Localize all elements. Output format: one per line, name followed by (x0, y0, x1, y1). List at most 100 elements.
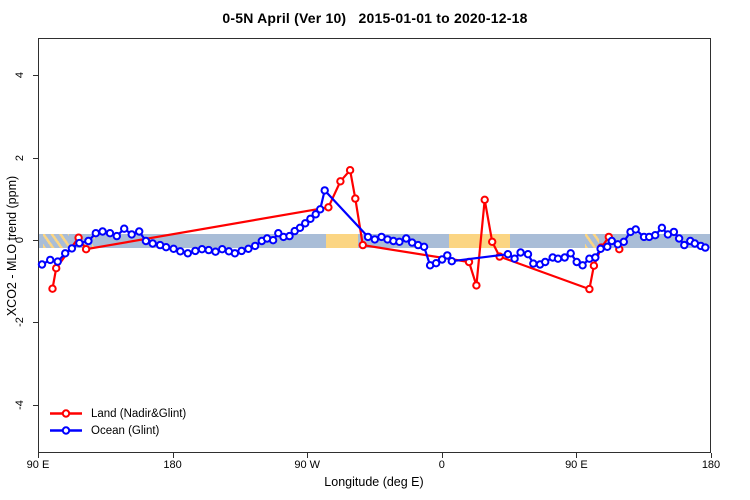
data-point-ocean (268, 236, 278, 245)
data-point-ocean (619, 237, 628, 247)
data-point-ocean (510, 254, 519, 263)
y-axis-title: XCO2 - MLO trend (ppm) (5, 175, 19, 317)
data-point-ocean (701, 243, 710, 252)
data-point-ocean (211, 247, 220, 256)
x-tick-label: 180 (163, 459, 182, 471)
data-point-ocean (46, 255, 55, 265)
data-point-ocean (244, 244, 253, 254)
data-series-layer (37, 166, 710, 294)
data-point-ocean (191, 246, 200, 256)
land-series-symbol-icon (49, 407, 83, 420)
band-hatched-segment (92, 234, 96, 248)
data-point-ocean (127, 230, 136, 239)
data-point-land (345, 166, 355, 175)
legend-item-land: Land (Nadir&Glint) (49, 405, 186, 422)
data-point-ocean (320, 186, 329, 195)
y-tick-mark (33, 322, 38, 324)
band-highlight-segment (326, 234, 359, 248)
y-tick-mark (33, 240, 38, 241)
y-tick-mark (33, 75, 38, 77)
data-point-ocean (197, 245, 207, 254)
data-point-land (488, 237, 497, 247)
data-point-land (472, 281, 481, 290)
x-tick-label: 90 E (26, 459, 50, 471)
data-point-ocean (218, 245, 227, 254)
data-point-land (52, 264, 61, 273)
data-point-land (480, 195, 489, 205)
y-tick-label: -2 (14, 317, 26, 328)
x-axis-title: Longitude (deg E) (324, 475, 424, 489)
data-point-ocean (53, 257, 62, 266)
data-point-ocean (523, 250, 533, 259)
data-point-ocean (250, 241, 260, 251)
x-tick-mark (576, 453, 578, 458)
data-point-ocean (437, 255, 447, 264)
data-point-ocean (566, 249, 575, 258)
data-point-ocean (37, 260, 47, 269)
data-point-ocean (204, 245, 213, 255)
data-point-ocean (135, 227, 144, 236)
band-hatched-segment (584, 234, 600, 248)
data-point-land (585, 284, 594, 294)
data-point-ocean (657, 223, 667, 233)
plot-area: Land (Nadir&Glint) Ocean (Glint) (37, 38, 711, 453)
data-point-ocean (306, 214, 315, 224)
data-point-ocean (84, 236, 93, 246)
data-point-ocean (295, 223, 305, 233)
data-point-land (358, 240, 367, 250)
y-tick-mark (33, 404, 38, 406)
x-tick-mark (307, 453, 309, 458)
data-point-ocean (572, 257, 581, 267)
data-point-land (336, 177, 345, 186)
legend-label-ocean: Ocean (Glint) (91, 424, 160, 437)
y-tick-label: -4 (14, 399, 26, 410)
data-point-ocean (112, 231, 122, 241)
data-point-land (351, 194, 360, 203)
data-point-land (324, 203, 333, 212)
data-point-ocean (120, 224, 129, 233)
data-point-ocean (447, 257, 456, 266)
data-point-ocean (680, 240, 689, 250)
data-point-ocean (370, 235, 379, 244)
data-point-ocean (603, 242, 612, 252)
y-tick-label: 0 (14, 236, 26, 244)
series-line-ocean (41, 189, 706, 267)
x-tick-mark (711, 453, 712, 458)
data-point-ocean (674, 234, 684, 243)
x-tick-mark (441, 453, 443, 458)
x-tick-mark (172, 453, 174, 458)
data-point-ocean (67, 244, 77, 253)
data-point-ocean (311, 210, 320, 219)
data-point-ocean (607, 236, 616, 246)
y-tick-label: 2 (14, 154, 26, 161)
data-point-ocean (578, 261, 587, 270)
data-point-ocean (161, 243, 171, 252)
data-point-ocean (230, 249, 240, 258)
x-tick-label: 0 (438, 459, 445, 471)
data-point-ocean (553, 254, 563, 263)
data-point-ocean (631, 225, 640, 234)
data-point-ocean (503, 250, 513, 259)
data-point-ocean (363, 232, 373, 242)
data-point-land (589, 261, 599, 270)
data-point-ocean (176, 247, 185, 256)
data-point-ocean (651, 231, 660, 240)
x-tick-label: 90 E (565, 459, 588, 471)
data-point-ocean (395, 237, 404, 247)
data-point-ocean (529, 259, 538, 268)
data-point-ocean (591, 253, 600, 262)
data-point-ocean (285, 231, 294, 241)
data-point-land (81, 245, 91, 254)
data-point-ocean (596, 244, 605, 254)
data-point-ocean (237, 246, 246, 256)
data-point-ocean (669, 227, 679, 237)
data-point-ocean (141, 236, 151, 246)
data-point-ocean (516, 248, 525, 257)
data-point-ocean (148, 239, 157, 248)
data-point-ocean (98, 227, 107, 236)
band-hatched-segment (42, 234, 69, 248)
data-point-ocean (443, 251, 452, 260)
data-point-ocean (75, 238, 84, 248)
legend-item-ocean: Ocean (Glint) (49, 422, 186, 439)
data-point-ocean (419, 242, 429, 252)
